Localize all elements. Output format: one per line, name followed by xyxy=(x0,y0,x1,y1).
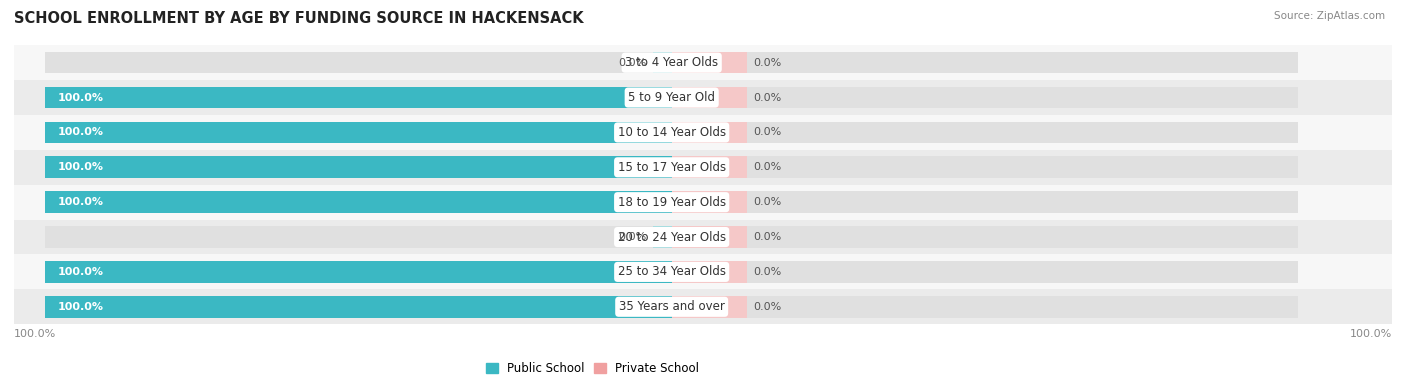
Text: 0.0%: 0.0% xyxy=(619,232,647,242)
Text: 100.0%: 100.0% xyxy=(1350,329,1392,339)
Bar xyxy=(45,296,672,317)
Text: 3 to 4 Year Olds: 3 to 4 Year Olds xyxy=(626,56,718,69)
Bar xyxy=(45,156,672,178)
Text: 100.0%: 100.0% xyxy=(58,92,104,103)
Bar xyxy=(14,115,1392,150)
Text: 100.0%: 100.0% xyxy=(14,329,56,339)
Text: 0.0%: 0.0% xyxy=(754,127,782,138)
Text: 100.0%: 100.0% xyxy=(58,302,104,312)
Text: 0.0%: 0.0% xyxy=(754,58,782,68)
Bar xyxy=(652,226,672,248)
Text: 35 Years and over: 35 Years and over xyxy=(619,300,724,313)
Bar xyxy=(672,122,747,143)
Bar xyxy=(45,156,672,178)
Text: Source: ZipAtlas.com: Source: ZipAtlas.com xyxy=(1274,11,1385,21)
Text: 10 to 14 Year Olds: 10 to 14 Year Olds xyxy=(617,126,725,139)
Bar xyxy=(672,192,747,213)
Text: 0.0%: 0.0% xyxy=(754,92,782,103)
Bar xyxy=(14,45,1392,80)
Text: 0.0%: 0.0% xyxy=(754,197,782,207)
Legend: Public School, Private School: Public School, Private School xyxy=(481,357,704,377)
Bar xyxy=(45,296,672,317)
Bar xyxy=(672,261,747,283)
Text: 100.0%: 100.0% xyxy=(58,267,104,277)
Bar xyxy=(45,122,672,143)
Bar xyxy=(672,122,1298,143)
Text: 0.0%: 0.0% xyxy=(754,232,782,242)
Bar xyxy=(672,52,747,74)
Bar xyxy=(45,122,672,143)
Bar xyxy=(45,261,672,283)
Text: SCHOOL ENROLLMENT BY AGE BY FUNDING SOURCE IN HACKENSACK: SCHOOL ENROLLMENT BY AGE BY FUNDING SOUR… xyxy=(14,11,583,26)
Bar xyxy=(14,150,1392,185)
Bar xyxy=(672,226,747,248)
Text: 0.0%: 0.0% xyxy=(754,162,782,172)
Bar xyxy=(672,87,1298,108)
Bar xyxy=(14,185,1392,219)
Text: 5 to 9 Year Old: 5 to 9 Year Old xyxy=(628,91,716,104)
Bar xyxy=(14,254,1392,290)
Bar xyxy=(672,296,1298,317)
Bar xyxy=(672,156,747,178)
Bar xyxy=(45,226,672,248)
Bar xyxy=(672,261,1298,283)
Text: 15 to 17 Year Olds: 15 to 17 Year Olds xyxy=(617,161,725,174)
Text: 0.0%: 0.0% xyxy=(754,267,782,277)
Bar xyxy=(45,52,672,74)
Bar xyxy=(672,52,1298,74)
Bar xyxy=(672,296,747,317)
Bar xyxy=(14,80,1392,115)
Text: 18 to 19 Year Olds: 18 to 19 Year Olds xyxy=(617,196,725,208)
Bar xyxy=(672,87,747,108)
Bar xyxy=(45,87,672,108)
Text: 20 to 24 Year Olds: 20 to 24 Year Olds xyxy=(617,231,725,244)
Bar xyxy=(672,226,1298,248)
Bar xyxy=(672,192,1298,213)
Text: 100.0%: 100.0% xyxy=(58,197,104,207)
Bar xyxy=(652,52,672,74)
Text: 0.0%: 0.0% xyxy=(619,58,647,68)
Text: 100.0%: 100.0% xyxy=(58,162,104,172)
Bar xyxy=(14,219,1392,254)
Bar xyxy=(45,261,672,283)
Bar xyxy=(45,87,672,108)
Text: 25 to 34 Year Olds: 25 to 34 Year Olds xyxy=(617,265,725,278)
Text: 0.0%: 0.0% xyxy=(754,302,782,312)
Bar xyxy=(45,192,672,213)
Bar xyxy=(45,192,672,213)
Bar xyxy=(14,290,1392,324)
Text: 100.0%: 100.0% xyxy=(58,127,104,138)
Bar xyxy=(672,156,1298,178)
